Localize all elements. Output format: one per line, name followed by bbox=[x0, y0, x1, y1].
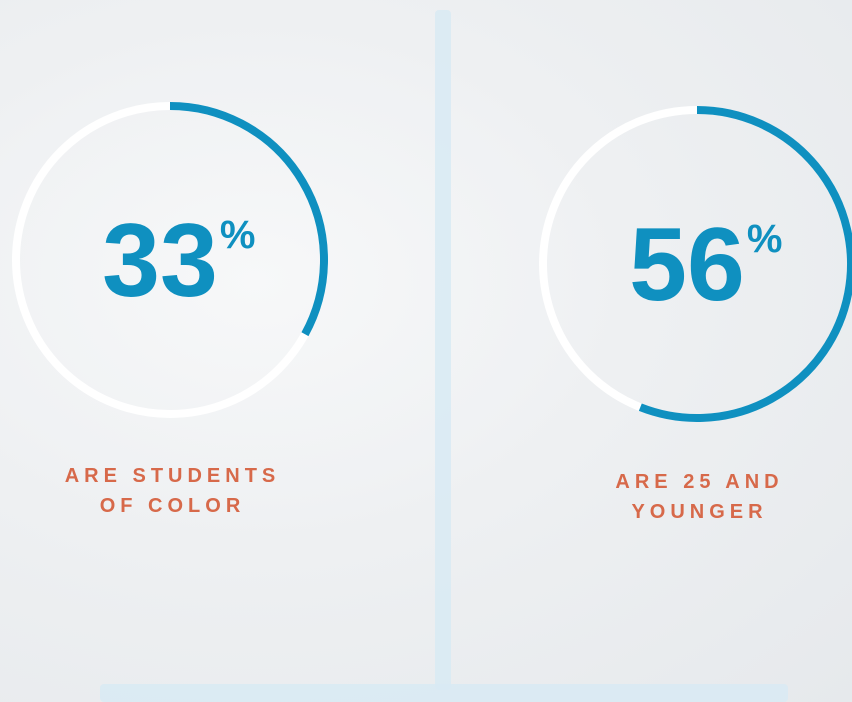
stat-label: OF COLOR bbox=[100, 495, 246, 517]
stat-label: ARE 25 AND bbox=[615, 471, 783, 493]
stat-unit: % bbox=[747, 217, 783, 261]
infographic: 33% ARE STUDENTS OF COLOR 56% ARE 25 AND YOUN… bbox=[0, 0, 852, 702]
divider-vertical bbox=[435, 10, 451, 690]
stat-unit: % bbox=[220, 213, 256, 257]
stat-value: 56 bbox=[629, 207, 745, 323]
stat-label: ARE STUDENTS bbox=[65, 465, 281, 487]
graphic: 33% ARE STUDENTS OF COLOR 56% ARE 25 AND YOUN… bbox=[0, 0, 852, 702]
stat-label: YOUNGER bbox=[631, 501, 767, 523]
stat-value: 33 bbox=[102, 203, 218, 319]
divider-horizontal bbox=[100, 684, 788, 702]
